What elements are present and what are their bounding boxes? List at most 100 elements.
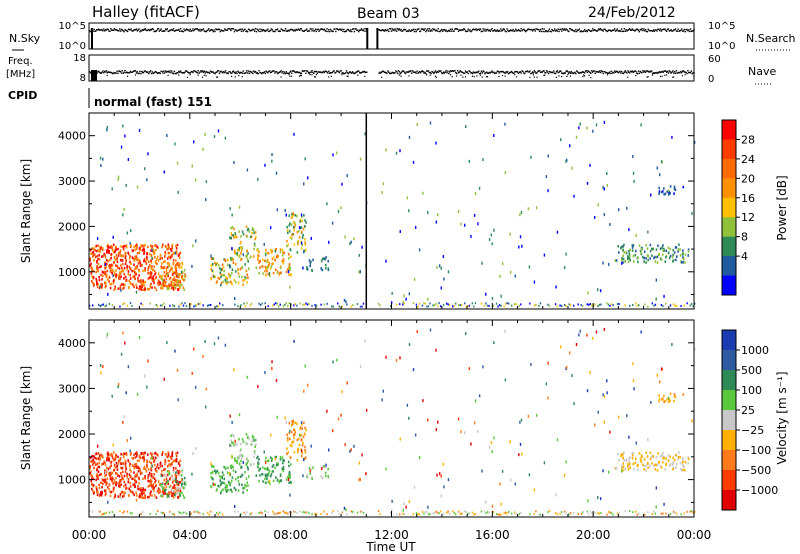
freq-point — [455, 71, 457, 74]
freq-point — [602, 72, 604, 75]
freq-point — [424, 71, 426, 73]
range-gate-cell — [185, 512, 188, 515]
freq-point — [197, 70, 199, 72]
freq-point — [453, 70, 455, 72]
range-gate-cell — [303, 214, 305, 217]
freq-point — [411, 70, 414, 72]
range-gate-cell — [158, 491, 160, 494]
range-gate-cell — [237, 305, 239, 308]
range-gate-cell — [93, 247, 95, 250]
range-gate-cell — [258, 261, 260, 264]
range-gate-cell — [224, 279, 227, 283]
range-gate-cell — [656, 373, 659, 377]
freq-point — [428, 71, 431, 74]
range-gate-cell — [172, 259, 175, 262]
range-gate-cell — [658, 397, 661, 401]
range-gate-cell — [669, 247, 672, 251]
range-gate-cell — [296, 511, 298, 514]
freq-point — [360, 71, 363, 74]
range-gate-cell — [241, 246, 244, 250]
range-gate-cell — [671, 463, 674, 467]
range-gate-cell — [306, 303, 309, 306]
range-gate-cell — [290, 223, 293, 226]
range-gate-cell — [111, 268, 113, 271]
noise-point — [489, 30, 491, 33]
noise-point — [297, 28, 299, 31]
noise-point — [507, 29, 509, 32]
range-gate-cell — [288, 431, 291, 435]
range-gate-cell — [246, 375, 249, 379]
freq-point — [395, 70, 397, 72]
freq-point — [580, 72, 582, 74]
range-gate-cell — [111, 249, 114, 252]
range-gate-cell — [301, 215, 303, 219]
noise-point — [545, 30, 547, 32]
range-gate-cell — [90, 266, 93, 270]
freq-point — [383, 71, 386, 74]
freq-point — [651, 72, 654, 75]
freq-point — [504, 72, 506, 74]
freq-point — [347, 72, 349, 75]
range-gate-cell — [147, 474, 150, 477]
range-gate-cell — [267, 305, 269, 308]
freq-point — [557, 71, 559, 74]
noise-point — [548, 28, 551, 30]
noise-point — [399, 29, 401, 32]
range-gate-cell — [147, 479, 150, 483]
noise-point — [422, 28, 424, 30]
nave-point — [590, 76, 592, 79]
freq-point — [621, 70, 623, 73]
range-gate-cell — [307, 383, 309, 387]
noise-point — [497, 30, 499, 33]
range-gate-cell — [658, 380, 661, 384]
range-gate-cell — [135, 267, 138, 270]
range-gate-cell — [102, 482, 104, 485]
range-gate-cell — [104, 253, 106, 257]
noise-point — [251, 29, 253, 31]
range-gate-cell — [307, 176, 309, 180]
noise-point — [641, 28, 643, 30]
range-gate-cell — [606, 183, 608, 187]
nave-point — [381, 76, 383, 78]
range-gate-cell — [689, 304, 691, 307]
freq-point — [100, 72, 102, 75]
range-gate-cell — [285, 478, 288, 481]
freq-point — [328, 70, 330, 72]
nave-point — [647, 76, 649, 78]
noise-point — [92, 30, 94, 32]
range-gate-cell — [571, 166, 573, 170]
noise-point — [532, 28, 535, 31]
range-gate-cell — [654, 303, 657, 306]
range-gate-cell — [412, 160, 415, 164]
colorbar-swatch — [722, 178, 736, 199]
freq-point — [323, 71, 326, 74]
range-gate-cell — [234, 251, 236, 255]
range-gate-cell — [437, 420, 439, 424]
range-gate-cell — [269, 248, 272, 252]
range-gate-cell — [437, 213, 439, 217]
range-gate-cell — [627, 260, 630, 263]
freq-point — [106, 72, 109, 74]
range-gate-cell — [117, 385, 119, 389]
range-gate-cell — [222, 473, 225, 477]
freq-point — [520, 72, 522, 74]
range-gate-cell — [673, 458, 676, 462]
freq-point — [314, 70, 317, 73]
range-gate-cell — [639, 457, 642, 460]
range-gate-cell — [396, 513, 398, 516]
range-gate-cell — [234, 270, 237, 273]
range-gate-cell — [111, 245, 114, 249]
range-gate-cell — [184, 481, 186, 484]
freq-point — [138, 72, 140, 75]
range-gate-cell — [279, 511, 281, 514]
range-gate-cell — [654, 260, 657, 263]
range-gate-cell — [136, 252, 139, 255]
range-gate-cell — [115, 482, 117, 485]
range-gate-cell — [114, 285, 116, 289]
range-gate-cell — [415, 512, 418, 515]
range-gate-cell — [293, 450, 296, 454]
range-gate-cell — [267, 480, 270, 484]
freq-point — [682, 70, 685, 72]
noise-point — [194, 28, 197, 30]
freq-point — [569, 72, 572, 75]
